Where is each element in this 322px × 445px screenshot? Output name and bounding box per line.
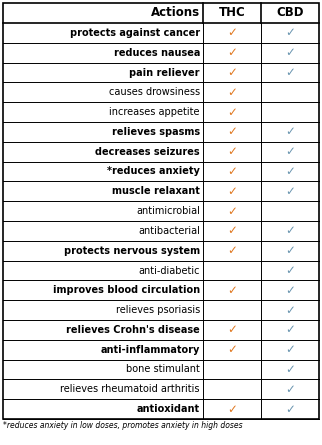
Text: ✓: ✓ (227, 284, 237, 297)
Text: ✓: ✓ (227, 145, 237, 158)
Text: ✓: ✓ (227, 343, 237, 356)
Text: ✓: ✓ (227, 105, 237, 119)
Text: ✓: ✓ (227, 165, 237, 178)
Text: relieves rheumatoid arthritis: relieves rheumatoid arthritis (61, 384, 200, 394)
Text: protects against cancer: protects against cancer (70, 28, 200, 38)
Text: ✓: ✓ (285, 26, 295, 40)
Text: ✓: ✓ (285, 284, 295, 297)
Text: antioxidant: antioxidant (137, 404, 200, 414)
Text: ✓: ✓ (285, 324, 295, 336)
Text: bone stimulant: bone stimulant (126, 364, 200, 375)
Text: ✓: ✓ (285, 46, 295, 59)
Text: ✓: ✓ (285, 185, 295, 198)
Text: muscle relaxant: muscle relaxant (112, 186, 200, 196)
Text: reduces nausea: reduces nausea (114, 48, 200, 58)
Text: protects nervous system: protects nervous system (64, 246, 200, 256)
Text: ✓: ✓ (227, 66, 237, 79)
Text: Actions: Actions (151, 7, 200, 20)
Text: increases appetite: increases appetite (109, 107, 200, 117)
Text: antimicrobial: antimicrobial (136, 206, 200, 216)
Text: ✓: ✓ (285, 343, 295, 356)
Text: anti-diabetic: anti-diabetic (138, 266, 200, 275)
Text: ✓: ✓ (285, 264, 295, 277)
Text: ✓: ✓ (227, 26, 237, 40)
Text: pain reliever: pain reliever (129, 68, 200, 77)
Text: anti-inflammatory: anti-inflammatory (100, 345, 200, 355)
Text: ✓: ✓ (285, 125, 295, 138)
Text: ✓: ✓ (227, 46, 237, 59)
Text: ✓: ✓ (285, 383, 295, 396)
Text: ✓: ✓ (285, 244, 295, 257)
Text: ✓: ✓ (285, 165, 295, 178)
Text: relieves psoriasis: relieves psoriasis (116, 305, 200, 315)
Text: decreases seizures: decreases seizures (95, 147, 200, 157)
Text: ✓: ✓ (227, 205, 237, 218)
Text: ✓: ✓ (285, 224, 295, 237)
Text: ✓: ✓ (227, 403, 237, 416)
Text: ✓: ✓ (285, 66, 295, 79)
Text: ✓: ✓ (227, 244, 237, 257)
Text: relieves spasms: relieves spasms (112, 127, 200, 137)
Text: causes drowsiness: causes drowsiness (109, 87, 200, 97)
Text: ✓: ✓ (285, 403, 295, 416)
Text: antibacterial: antibacterial (138, 226, 200, 236)
Text: improves blood circulation: improves blood circulation (53, 285, 200, 295)
Text: relieves Crohn's disease: relieves Crohn's disease (66, 325, 200, 335)
Text: ✓: ✓ (227, 224, 237, 237)
Text: *reduces anxiety in low doses, promotes anxiety in high doses: *reduces anxiety in low doses, promotes … (3, 421, 242, 430)
Text: THC: THC (219, 7, 245, 20)
Text: ✓: ✓ (227, 324, 237, 336)
Text: ✓: ✓ (285, 145, 295, 158)
Text: *reduces anxiety: *reduces anxiety (107, 166, 200, 177)
Text: CBD: CBD (276, 7, 304, 20)
Text: ✓: ✓ (227, 86, 237, 99)
Text: ✓: ✓ (227, 125, 237, 138)
Text: ✓: ✓ (285, 303, 295, 316)
Text: ✓: ✓ (285, 363, 295, 376)
Text: ✓: ✓ (227, 185, 237, 198)
